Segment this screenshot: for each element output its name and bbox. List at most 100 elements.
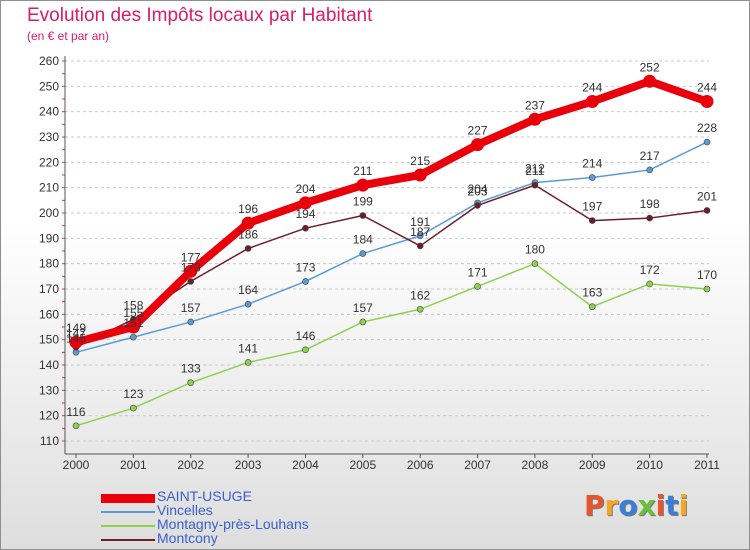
y-tick-label: 210 [39,181,59,195]
x-tick-label: 2005 [349,458,376,472]
y-tick-label: 160 [39,307,59,321]
data-label: 155 [123,306,143,320]
y-tick-label: 180 [39,257,59,271]
data-point [356,178,370,192]
data-label: 162 [410,288,430,302]
series-line-3 [75,184,708,349]
data-label: 180 [525,243,545,257]
y-tick-label: 110 [40,434,59,448]
chart-subtitle: (en € et par an) [27,29,110,43]
y-tick-label: 240 [39,105,59,119]
y-tick-label: 150 [39,333,59,347]
y-tick-label: 260 [39,54,59,68]
data-point [302,346,309,354]
chart-title: Evolution des Impôts locaux par Habitant [27,5,373,26]
data-point [474,202,481,209]
data-point [588,217,596,224]
legend-label: Montagny-près-Louhans [157,516,309,532]
x-tick-label: 2010 [636,458,663,472]
data-label: 237 [525,98,545,112]
x-tick-label: 2004 [292,458,319,472]
y-tick-label: 250 [39,79,59,93]
data-point [359,212,367,219]
data-label: 198 [640,197,660,211]
data-point [416,242,424,250]
data-label: 214 [582,157,602,171]
data-point [126,320,140,334]
data-point [646,280,653,288]
data-point [588,174,596,181]
data-label: 244 [697,81,717,95]
x-tick-label: 2002 [177,458,204,472]
data-point [416,232,424,240]
series-line-0 [72,77,711,347]
data-label: 172 [640,263,660,277]
data-point [187,318,195,326]
x-tick-label: 2011 [694,458,720,472]
data-point [471,138,485,152]
x-tick-label: 2006 [407,458,434,472]
data-label: 116 [66,405,85,419]
data-point [69,335,83,349]
data-label: 194 [295,207,315,221]
legend-label: Montcony [157,530,218,546]
x-tick-label: 2000 [63,458,90,472]
data-label: 215 [410,154,430,168]
data-label: 252 [640,60,660,74]
data-point [646,214,653,222]
data-label: 184 [353,233,373,247]
data-label: 199 [353,195,373,209]
y-tick-label: 220 [39,155,59,169]
data-label: 186 [238,227,258,241]
data-label: 173 [295,260,315,274]
data-label: 203 [468,184,488,198]
data-label: 217 [640,149,660,163]
y-tick-label: 230 [39,130,59,144]
x-tick-label: 2009 [579,458,606,472]
data-label: 204 [295,182,315,196]
data-label: 212 [525,162,545,176]
data-point [187,379,195,387]
data-label: 146 [295,329,315,343]
data-point [302,278,309,285]
y-tick-label: 130 [39,383,59,397]
data-point [528,112,542,126]
data-label: 211 [525,164,544,178]
data-label: 158 [123,298,143,312]
data-label: 123 [123,387,143,401]
data-label: 228 [697,121,717,135]
series-line-1 [75,141,708,354]
data-label: 204 [468,182,488,196]
data-point [187,278,195,285]
legend-label: Vincelles [157,502,213,518]
data-point [643,74,657,88]
data-label: 141 [238,341,258,355]
data-label: 171 [468,265,488,279]
data-point [703,207,711,214]
y-tick-label: 140 [39,358,59,372]
data-label: 196 [238,202,258,216]
legend-swatch [101,511,155,513]
data-point [700,95,714,109]
data-point [244,300,252,308]
logo-letter: P [584,489,605,522]
logo-letter: t [665,489,679,522]
y-tick-label: 170 [39,282,59,296]
data-label: 187 [410,225,430,239]
data-point [531,260,539,267]
data-label: 133 [181,362,201,376]
x-tick-label: 2003 [235,458,262,472]
data-point [359,318,367,326]
data-point [416,305,424,313]
data-point [585,95,599,109]
data-point [703,138,711,146]
y-tick-label: 200 [39,206,59,220]
x-tick-label: 2001 [120,458,147,472]
y-tick-label: 190 [39,231,59,245]
data-label: 211 [353,164,372,178]
data-label: 164 [238,283,258,297]
data-point [184,264,198,278]
data-label: 157 [181,301,201,315]
data-label: 201 [697,189,717,203]
